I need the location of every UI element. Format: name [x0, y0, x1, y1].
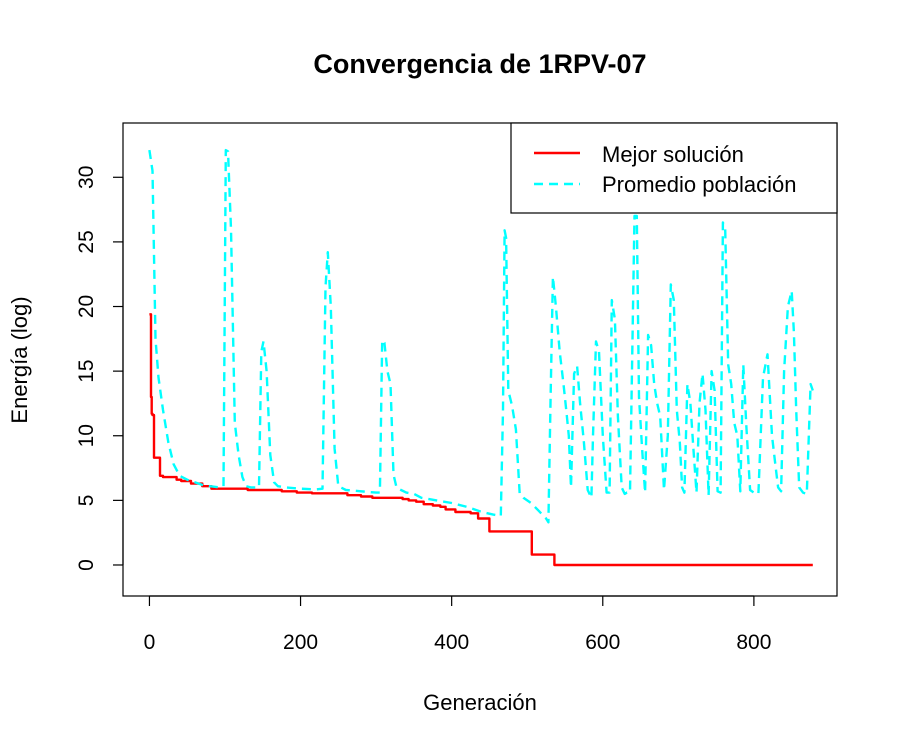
x-axis: 0 200 400 600 800	[144, 595, 771, 654]
y-tick-label: 25	[75, 230, 98, 253]
x-tick-label: 800	[736, 631, 771, 654]
y-tick-label: 20	[75, 295, 98, 318]
x-axis-title: Generación	[423, 690, 537, 715]
x-tick-label: 200	[283, 631, 318, 654]
series-line-promedio-poblacion	[148, 148, 814, 524]
series-line-mejor-solucion	[149, 313, 813, 567]
series-layer	[148, 148, 814, 567]
x-tick-label: 0	[144, 631, 156, 654]
y-tick-label: 0	[75, 559, 98, 571]
x-tick-label: 400	[434, 631, 469, 654]
y-tick-label: 10	[75, 424, 98, 447]
legend: Mejor solución Promedio población	[510, 122, 838, 214]
legend-box	[510, 122, 838, 214]
x-tick-label: 600	[585, 631, 620, 654]
y-axis-title: Energía (log)	[7, 296, 32, 423]
y-tick-label: 30	[75, 166, 98, 189]
y-tick-label: 15	[75, 359, 98, 382]
legend-label-mejor-solucion: Mejor solución	[602, 142, 744, 167]
legend-label-promedio-poblacion: Promedio población	[602, 172, 796, 197]
chart-title: Convergencia de 1RPV-07	[313, 49, 646, 79]
y-tick-label: 5	[75, 495, 98, 507]
y-axis: 0 5 10 15 20 25 30	[75, 166, 124, 571]
